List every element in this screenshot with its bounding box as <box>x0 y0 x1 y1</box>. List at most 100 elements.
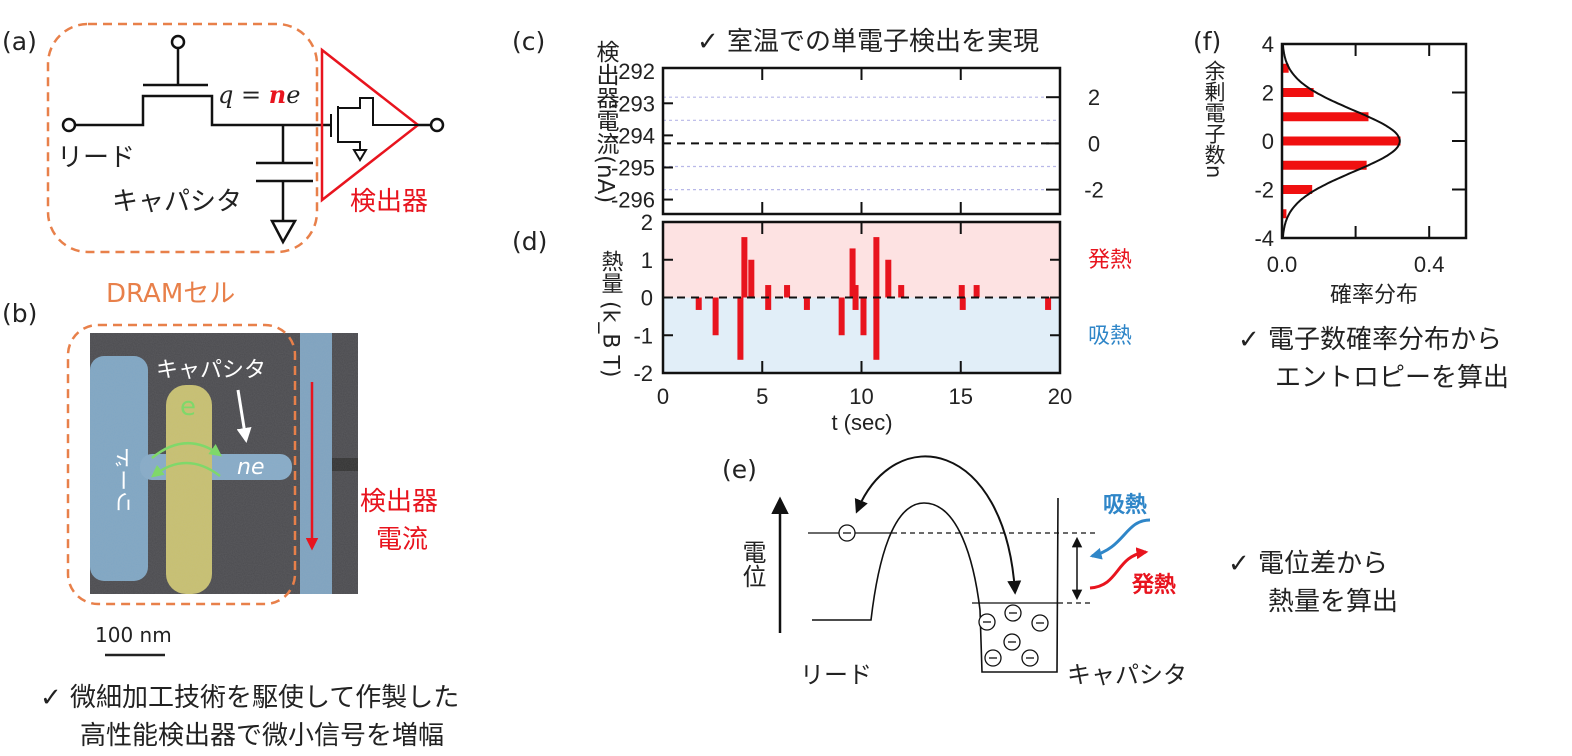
heat-bar-1 <box>712 297 719 336</box>
x-tick-label-d: 5 <box>756 384 768 409</box>
probability-bar-n1 <box>1282 112 1369 122</box>
panel-label-b: (b) <box>2 299 37 328</box>
x-tick-label-d: 15 <box>949 384 973 409</box>
panel-f-distribution: (f) 4 2 0 -2 -40.0 0.4 余剰電子数n 確率分布 ✓ 電子数確率分布か… <box>1193 27 1509 393</box>
caption-f-line1: ✓ 電子数確率分布から <box>1238 325 1502 355</box>
probability-bar-n-3 <box>1282 209 1287 219</box>
y-tick-label-d: 0 <box>641 286 653 311</box>
detector-label: 検出器 <box>350 187 428 217</box>
charge-equation-e: e <box>286 81 300 109</box>
x-tick-label-d: 20 <box>1048 384 1072 409</box>
heat-bar-10 <box>849 248 856 298</box>
heat-bar-9 <box>838 297 845 336</box>
panel-label-d: (d) <box>512 227 547 256</box>
heat-bar-6 <box>765 297 772 310</box>
x-tick-label-f: 0.4 <box>1414 252 1445 277</box>
heat-absorb-label: 吸熱 <box>1088 324 1132 349</box>
heat-bar-18 <box>958 285 965 298</box>
access-transistor <box>69 34 330 127</box>
x-tick-label-f: 0.0 <box>1267 252 1298 277</box>
y-tick-label-c: -296 <box>611 188 655 213</box>
heat-release-region <box>663 222 1060 298</box>
detector-current-label-1: 検出器 <box>360 487 438 517</box>
probability-bar-n0 <box>1282 136 1401 146</box>
lead-label: リード <box>57 143 135 173</box>
panel-d-xlabel: t (sec) <box>831 410 892 435</box>
heat-bar-7 <box>784 285 791 298</box>
capacitor-label: キャパシタ <box>112 187 242 217</box>
y-tick-label-c: -295 <box>611 155 655 180</box>
sem-capacitor-label: キャパシタ <box>156 358 266 383</box>
y-tick-label-c: -293 <box>611 91 655 116</box>
charge-equation-n: n <box>269 80 286 109</box>
heat-bar-4 <box>748 259 755 298</box>
charge-equation: q = ne <box>218 80 300 109</box>
detector-current-label-2: 電流 <box>376 525 428 555</box>
y-tick-label-d: 1 <box>641 248 653 273</box>
panel-label-f: (f) <box>1193 27 1221 56</box>
heat-bar-21 <box>1045 297 1052 310</box>
right-tick-label-c: 2 <box>1088 85 1100 110</box>
heat-bar-3 <box>741 237 748 298</box>
heat-bar-0 <box>695 297 702 310</box>
y-tick-label-c: -292 <box>611 59 655 84</box>
tunnel-arrow-left <box>151 461 221 478</box>
y-tick-label-d: -2 <box>633 361 653 386</box>
heat-bar-15 <box>873 297 880 360</box>
probability-bar-n3 <box>1282 63 1289 73</box>
x-tick-label-d: 0 <box>657 384 669 409</box>
caption-e-line1: ✓ 電位差から <box>1228 549 1388 579</box>
panel-f-xlabel: 確率分布 <box>1330 283 1418 308</box>
y-tick-label-f: -2 <box>1254 178 1274 203</box>
panel-label-a: (a) <box>2 27 37 56</box>
gaussian-fit-curve <box>1281 43 1401 239</box>
potential-axis-label: 電位 <box>738 540 766 588</box>
capacitor-pointer-arrow <box>236 389 252 443</box>
heat-release-label: 発熱 <box>1088 248 1132 273</box>
caption-b-line1: ✓ 微細加工技術を駆使して作製した <box>40 683 459 713</box>
heat-release-arrow <box>1089 547 1149 590</box>
right-tick-label-c: 0 <box>1088 131 1100 156</box>
heat-bar-11 <box>852 285 859 298</box>
panel-d-ylabel: 熱量 (k_B T) <box>598 250 623 377</box>
lead-terminal-icon <box>61 117 77 133</box>
panel-f-ylabel: 余剰電子数n <box>1202 60 1226 178</box>
scale-bar-label: 100 nm <box>95 623 172 647</box>
detector-amplifier-icon <box>320 47 421 203</box>
electron-label: e <box>180 392 196 422</box>
sem-lead-label: リード <box>114 447 139 513</box>
detector-transistor-icon <box>330 97 418 162</box>
heat-bar-5 <box>765 285 772 298</box>
panel-e-energy-diagram: (e) 電位 リード キャパシタ 吸熱 発熱 ✓ 電位差から 熱量を算出 <box>722 455 1398 689</box>
y-tick-label-f: 0 <box>1262 129 1274 154</box>
panel-a-circuit: (a) q = ne リード キャパシタ 検出器 DR <box>2 22 445 309</box>
output-terminal-icon <box>429 117 445 133</box>
probability-bar-n-2 <box>1282 185 1313 194</box>
capacitor-symbol <box>256 125 313 245</box>
panel-c-ylabel: 検出器電流(nA) <box>592 40 620 203</box>
y-tick-label-d: 2 <box>641 210 653 235</box>
release-label-e: 発熱 <box>1131 572 1176 598</box>
panel-c-title: ✓ 室温での単電子検出を実現 <box>697 27 1039 57</box>
right-tick-label-c: -2 <box>1084 178 1104 203</box>
y-tick-label-d: -1 <box>633 323 653 348</box>
potential-barrier <box>812 497 1059 673</box>
energy-lead-label: リード <box>800 661 872 689</box>
heat-absorb-arrow <box>1089 518 1151 560</box>
panel-label-e: (e) <box>722 455 757 484</box>
caption-f-line2: エントロピーを算出 <box>1275 363 1509 393</box>
panel-d-heat-bars: (d) 発熱 吸熱 210-1-20 5 10 15 20 熱量 (k_B T) t (… <box>512 210 1132 435</box>
probability-bar-n2 <box>1282 88 1314 97</box>
dram-cell-label: DRAMセル <box>106 279 235 309</box>
probability-bar-n-1 <box>1282 160 1367 170</box>
x-tick-label-d: 10 <box>849 384 873 409</box>
heat-bar-16 <box>885 259 892 298</box>
caption-b-line2: 高性能検出器で微小信号を増幅 <box>80 721 444 751</box>
tunnel-arrow-right <box>151 441 223 459</box>
dram-cell-outline-b <box>66 323 297 606</box>
energy-capacitor-label: キャパシタ <box>1067 661 1187 689</box>
panel-c-current-trace: (c) ✓ 室温での単電子検出を実現 検出器電流(nA) -292 -293 -29… <box>512 27 1104 216</box>
heat-bar-2 <box>737 297 744 360</box>
charge-label: ne <box>237 455 264 480</box>
heat-bar-13 <box>860 297 867 336</box>
